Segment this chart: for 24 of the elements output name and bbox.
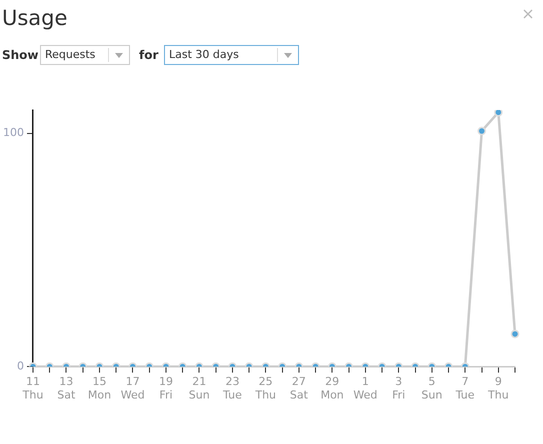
dropdown-field: Requests (40, 45, 130, 65)
point (494, 110, 503, 117)
chart-title: Usage (2, 6, 68, 30)
y-tick-label: 0 (16, 359, 24, 372)
x-tick-label: 11 Thu (22, 375, 44, 402)
x-tick-label: 19 Fri (158, 375, 173, 402)
x-tick-label: 1 Wed (353, 375, 378, 402)
x-tick-label: 29 Mon (320, 375, 344, 402)
text: for (139, 48, 158, 62)
x-tick-label: 15 Mon (88, 375, 112, 402)
x-tick-label: 3 Fri (392, 375, 406, 402)
x-tick-label: 5 Sun (421, 375, 442, 402)
x-tick-label: 17 Wed (120, 375, 145, 402)
x-tick-label: 27 Sat (290, 375, 309, 402)
x-tick-label: 13 Sat (57, 375, 76, 402)
x-tick-label: 21 Sun (188, 375, 210, 402)
x-tick-label: 7 Tue (454, 375, 475, 402)
x-tick-label: 25 Thu (254, 375, 276, 402)
y-tick-label: 100 (2, 126, 24, 140)
point (478, 126, 486, 136)
text: Show (2, 48, 39, 62)
dropdown-field: Last 30 days (164, 45, 299, 65)
x-tick-label: 9 Thu (487, 375, 509, 402)
x-tick-label: 23 Tue (222, 375, 242, 402)
